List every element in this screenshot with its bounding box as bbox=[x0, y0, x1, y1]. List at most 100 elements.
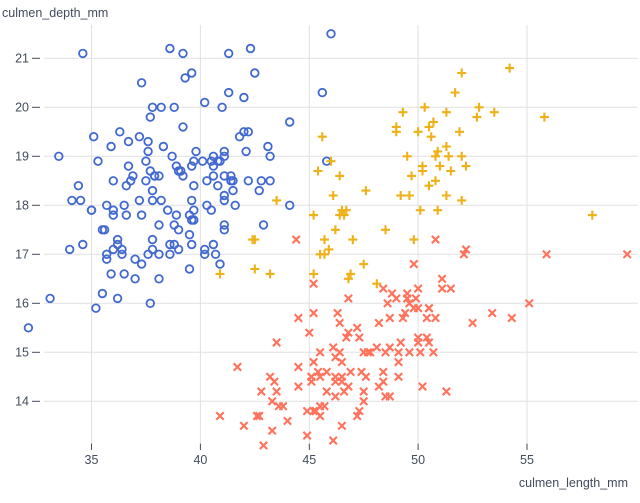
data-point bbox=[178, 48, 188, 59]
data-point bbox=[219, 190, 229, 201]
data-point bbox=[315, 347, 325, 357]
data-point bbox=[337, 377, 347, 387]
data-point bbox=[215, 269, 225, 279]
data-point bbox=[145, 166, 155, 176]
x-tick-label: 45 bbox=[302, 453, 316, 467]
data-point bbox=[461, 161, 471, 171]
data-point bbox=[428, 347, 438, 357]
data-point bbox=[165, 249, 175, 259]
data-point bbox=[208, 171, 219, 181]
data-point bbox=[199, 97, 210, 108]
y-tick-label: 16 bbox=[15, 296, 29, 310]
data-point bbox=[507, 313, 517, 323]
data-point bbox=[272, 387, 282, 396]
data-point bbox=[234, 131, 245, 142]
data-point bbox=[461, 244, 471, 254]
data-point bbox=[115, 127, 125, 137]
data-point bbox=[431, 313, 440, 323]
data-point bbox=[158, 141, 169, 152]
data-point bbox=[180, 73, 190, 83]
data-point bbox=[315, 372, 325, 382]
data-point bbox=[335, 318, 345, 328]
data-point bbox=[404, 347, 414, 357]
data-point bbox=[330, 377, 340, 387]
data-point bbox=[378, 367, 388, 377]
data-point bbox=[54, 151, 64, 161]
data-point bbox=[99, 225, 110, 235]
data-point bbox=[228, 185, 238, 196]
data-point bbox=[402, 293, 412, 303]
data-point bbox=[313, 166, 323, 176]
data-point bbox=[219, 195, 229, 206]
data-point bbox=[147, 234, 158, 245]
data-point bbox=[213, 180, 223, 191]
data-point bbox=[309, 357, 319, 367]
data-point bbox=[365, 347, 375, 357]
data-point bbox=[167, 151, 177, 161]
data-point bbox=[381, 225, 390, 235]
data-point bbox=[394, 357, 403, 367]
data-point bbox=[431, 176, 440, 186]
data-point bbox=[309, 279, 319, 289]
data-point bbox=[335, 347, 345, 357]
data-point bbox=[348, 235, 358, 245]
data-point bbox=[97, 288, 108, 299]
data-point bbox=[223, 48, 234, 59]
data-point bbox=[426, 132, 436, 142]
data-point bbox=[459, 249, 469, 259]
data-point bbox=[206, 205, 216, 215]
data-point bbox=[272, 338, 282, 347]
data-point bbox=[219, 225, 229, 235]
data-point bbox=[267, 426, 277, 436]
data-point bbox=[112, 234, 123, 245]
gridlines bbox=[44, 25, 638, 443]
data-point bbox=[178, 171, 188, 181]
data-point bbox=[252, 411, 262, 421]
data-point bbox=[587, 210, 597, 220]
data-point bbox=[154, 249, 164, 259]
y-tick-label: 15 bbox=[15, 345, 29, 359]
data-point bbox=[258, 220, 269, 230]
data-point bbox=[489, 107, 499, 117]
data-point bbox=[328, 436, 338, 445]
data-point bbox=[428, 117, 438, 127]
data-point bbox=[108, 176, 118, 186]
data-point bbox=[123, 161, 134, 171]
data-point bbox=[241, 146, 251, 157]
data-point bbox=[189, 215, 199, 225]
data-point bbox=[215, 259, 225, 269]
data-point bbox=[75, 195, 86, 206]
data-point bbox=[143, 146, 153, 157]
data-point bbox=[123, 136, 134, 147]
data-point bbox=[267, 396, 277, 406]
data-point bbox=[337, 357, 347, 367]
data-point bbox=[45, 293, 55, 304]
data-point bbox=[398, 107, 408, 117]
data-point bbox=[320, 249, 329, 259]
data-point bbox=[357, 367, 366, 377]
data-point bbox=[256, 176, 266, 186]
data-point bbox=[173, 244, 184, 255]
data-point bbox=[359, 396, 369, 406]
data-point bbox=[226, 171, 236, 181]
data-point bbox=[328, 342, 338, 352]
data-point bbox=[431, 235, 440, 245]
data-point bbox=[413, 333, 423, 343]
data-point bbox=[285, 117, 295, 127]
data-point bbox=[309, 406, 319, 416]
x-tick-label: 55 bbox=[520, 453, 534, 467]
data-point bbox=[309, 210, 319, 220]
data-point bbox=[317, 87, 327, 98]
data-point bbox=[117, 244, 127, 255]
data-point bbox=[354, 333, 364, 343]
data-point bbox=[424, 181, 434, 191]
data-point bbox=[250, 235, 260, 245]
data-point bbox=[245, 43, 256, 54]
data-point bbox=[165, 43, 175, 54]
data-point bbox=[441, 142, 451, 151]
data-point bbox=[446, 166, 456, 176]
data-point bbox=[328, 191, 338, 200]
data-point bbox=[457, 151, 467, 161]
data-point bbox=[302, 431, 312, 441]
data-point bbox=[141, 156, 151, 166]
